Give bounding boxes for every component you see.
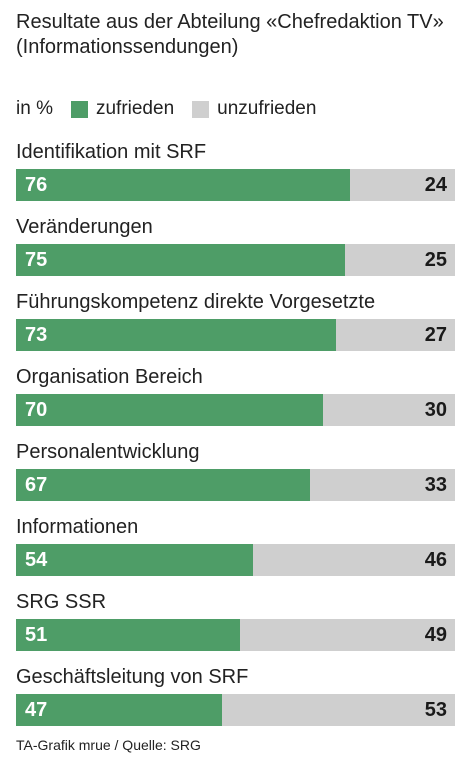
legend-entry-unsatisfied: unzufrieden [192, 98, 316, 120]
category-label: Personalentwicklung [16, 441, 200, 463]
category-label: Veränderungen [16, 216, 153, 238]
bar-satisfied [16, 469, 311, 501]
category-label: Organisation Bereich [16, 366, 203, 388]
value-unsatisfied: 25 [424, 249, 447, 271]
bar-row: Identifikation mit SRF 76 24 [16, 140, 455, 215]
bar-satisfied [16, 694, 223, 726]
value-satisfied: 75 [25, 249, 48, 271]
source-note: TA-Grafik mrue / Quelle: SRG [16, 737, 201, 753]
bar-satisfied [16, 244, 346, 276]
chart-title: Resultate aus der Abteilung «Chefredakti… [16, 11, 444, 58]
legend-swatch-unsatisfied [192, 100, 210, 118]
bar-row: Personalentwicklung 67 33 [16, 440, 455, 515]
bar-row: SRG SSR 51 49 [16, 590, 455, 665]
value-satisfied: 51 [25, 624, 48, 646]
value-unsatisfied: 53 [424, 699, 447, 721]
bar-satisfied [16, 544, 254, 576]
value-satisfied: 70 [25, 399, 48, 421]
legend-label-unsatisfied: unzufrieden [217, 98, 317, 119]
bar-row: Veränderungen 75 25 [16, 215, 455, 290]
value-unsatisfied: 30 [424, 399, 447, 421]
value-satisfied: 73 [25, 324, 48, 346]
bar-unsatisfied: 47 53 [16, 694, 455, 726]
bar-unsatisfied: 73 27 [16, 319, 455, 351]
bar-row: Informationen 54 46 [16, 515, 455, 590]
legend-swatch-satisfied [70, 100, 88, 118]
bar-row: Organisation Bereich 70 30 [16, 365, 455, 440]
value-unsatisfied: 46 [424, 549, 447, 571]
category-label: Informationen [16, 516, 139, 538]
value-unsatisfied: 27 [424, 324, 447, 346]
value-unsatisfied: 49 [424, 624, 447, 646]
bar-row: Geschäftsleitung von SRF 47 53 [16, 665, 455, 740]
value-satisfied: 76 [25, 174, 48, 196]
bar-unsatisfied: 75 25 [16, 244, 455, 276]
bar-satisfied [16, 319, 337, 351]
value-unsatisfied: 24 [424, 174, 447, 196]
legend: in % zufrieden unzufrieden [16, 97, 334, 121]
bar-unsatisfied: 67 33 [16, 469, 455, 501]
unit-label: in % [16, 98, 53, 119]
value-satisfied: 47 [25, 699, 48, 721]
bar-row: Führungskompetenz direkte Vorgesetzte 73 2… [16, 290, 455, 365]
legend-entry-satisfied: zufrieden [70, 98, 175, 120]
bar-unsatisfied: 76 24 [16, 169, 455, 201]
category-label: SRG SSR [16, 591, 107, 613]
value-unsatisfied: 33 [424, 474, 447, 496]
value-satisfied: 54 [25, 549, 48, 571]
bar-unsatisfied: 54 46 [16, 544, 455, 576]
bar-unsatisfied: 51 49 [16, 619, 455, 651]
category-label: Identifikation mit SRF [16, 141, 207, 163]
legend-label-satisfied: zufrieden [95, 98, 175, 119]
bar-satisfied [16, 394, 324, 426]
bar-satisfied [16, 619, 240, 651]
category-label: Geschäftsleitung von SRF [16, 666, 249, 688]
category-label: Führungskompetenz direkte Vorgesetzte [16, 291, 376, 313]
bar-unsatisfied: 70 30 [16, 394, 455, 426]
value-satisfied: 67 [25, 474, 48, 496]
bar-satisfied [16, 169, 350, 201]
